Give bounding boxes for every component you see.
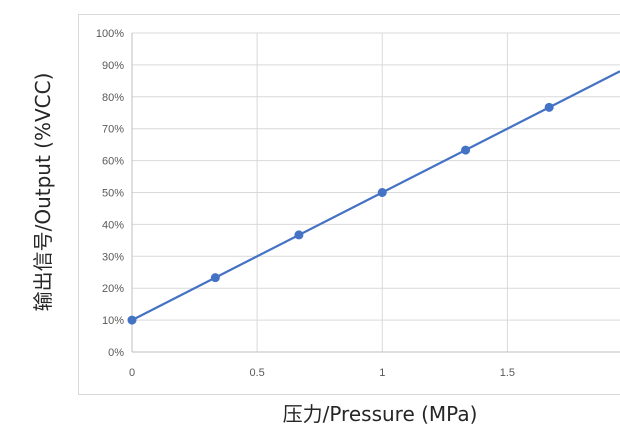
chart-area-border <box>79 15 620 395</box>
y-tick-label-4: 40% <box>102 219 124 231</box>
y-tick-label-1: 10% <box>102 315 124 327</box>
x-tick-label-3: 1.5 <box>500 367 515 379</box>
x-tick-label-2: 1 <box>379 367 385 379</box>
y-tick-label-10: 100% <box>96 28 124 40</box>
y-tick-label-7: 70% <box>102 124 124 136</box>
data-point-4 <box>461 146 470 155</box>
data-point-3 <box>378 188 387 197</box>
y-tick-label-6: 60% <box>102 156 124 168</box>
x-tick-label-1: 0.5 <box>249 367 264 379</box>
x-axis-title: 压力/Pressure (MPa) <box>283 402 478 426</box>
y-tick-label-5: 50% <box>102 188 124 200</box>
y-tick-label-8: 80% <box>102 92 124 104</box>
data-point-2 <box>294 230 303 239</box>
data-point-5 <box>545 103 554 112</box>
y-tick-label-3: 30% <box>102 251 124 263</box>
y-axis-title: 输出信号/Output (%VCC) <box>31 73 55 312</box>
y-tick-label-9: 90% <box>102 60 124 72</box>
y-tick-label-0: 0% <box>108 347 124 359</box>
y-tick-label-2: 20% <box>102 283 124 295</box>
data-point-1 <box>211 273 220 282</box>
x-tick-label-0: 0 <box>129 367 135 379</box>
data-point-0 <box>128 316 137 325</box>
